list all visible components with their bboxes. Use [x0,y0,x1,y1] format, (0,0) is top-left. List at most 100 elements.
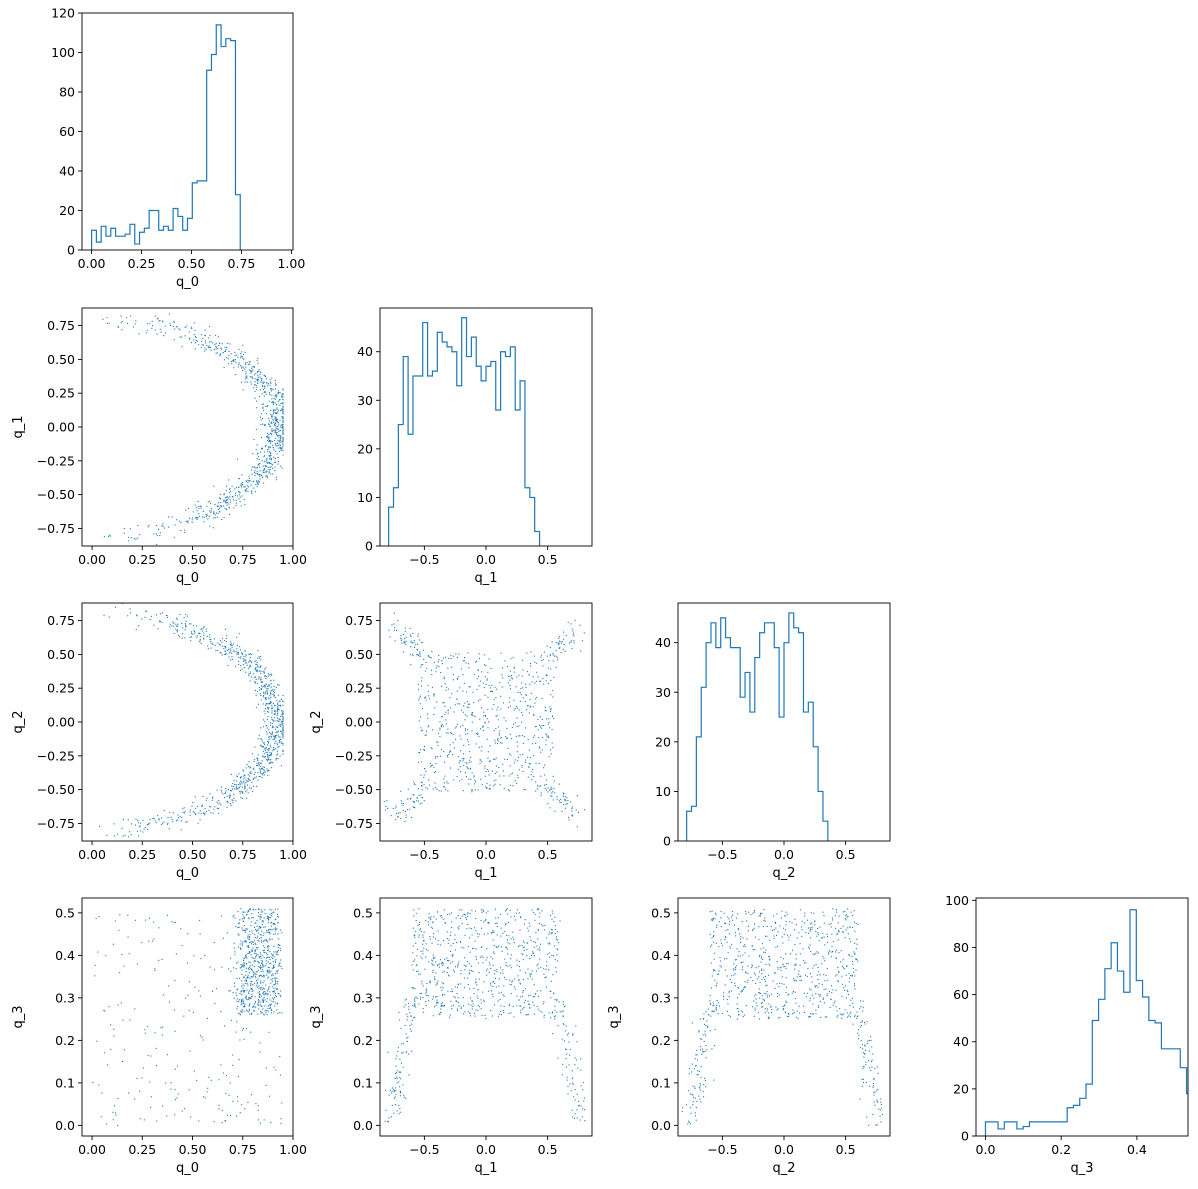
scatter-point [228,797,230,799]
scatter-point [254,746,256,748]
scatter-point [571,1077,574,1079]
scatter-point [430,918,432,921]
scatter-point [236,1115,238,1117]
scatter-point [566,1034,568,1036]
scatter-point [419,695,421,697]
scatter-point [526,948,528,950]
scatter-point [243,660,245,662]
scatter-point [268,440,271,442]
scatter-point [461,922,463,925]
scatter-point [274,418,276,420]
scatter-point [252,957,254,959]
scatter-point [257,362,259,364]
scatter-point [545,739,547,741]
scatter-point [481,746,483,748]
scatter-point [108,1006,110,1008]
scatter-point [232,916,234,918]
scatter-point [245,782,247,784]
scatter-point [259,916,262,918]
scatter-point [275,731,277,734]
scatter-point [473,947,475,949]
scatter-point [270,683,272,685]
scatter-point [541,697,543,700]
scatter-point [275,981,277,983]
scatter-point [274,710,276,712]
scatter-point [550,749,552,751]
scatter-point [487,990,489,992]
scatter-point [512,980,514,982]
scatter-point [471,721,473,723]
scatter-point [263,469,265,471]
scatter-point [271,422,273,424]
hist-q0-step-line [90,24,241,250]
scatter-point [264,425,266,427]
scatter-point [243,667,246,669]
scatter-point [385,809,387,811]
scatter-point [421,781,423,783]
scatter-point [531,909,533,911]
scatter-point [393,612,395,614]
scatter-point [185,509,187,511]
scatter-point [561,1074,563,1076]
scatter-point [204,1097,206,1099]
scatter-point [430,926,432,928]
scatter-point [479,680,481,682]
scatter-point [273,403,275,406]
scatter-point [423,658,425,660]
scatter-point [267,688,269,690]
scatter-point [277,702,279,704]
scatter-point [510,916,512,918]
scatter-point [282,417,284,419]
scatter-point [509,684,511,687]
scatter-point [270,382,272,384]
scatter-point [129,528,131,530]
scatter-point [243,770,245,772]
scatter-point [282,438,284,440]
scatter-point [531,771,533,773]
scatter-point [835,909,838,911]
scatter-point [774,972,776,974]
scatter-point [277,400,279,402]
scatter-point [269,425,271,427]
scatter-point [452,955,454,957]
scatter-point [455,726,457,728]
scatter-point [456,1000,458,1003]
scatter-point [505,720,507,722]
scatter-point [448,975,450,977]
scatter-point [550,668,552,670]
scatter-point [174,328,176,330]
scatter-point [468,667,470,669]
scatter-point [161,958,163,960]
scatter-point [259,371,261,373]
scatter-point [428,912,430,915]
scatter-point [412,1005,414,1007]
scatter-point [129,831,131,833]
scatter-point [199,638,201,641]
x-tick-label: 0.25 [128,1142,156,1157]
scatter-point [562,795,565,797]
scatter-point [404,641,406,643]
scatter-point [879,1109,881,1111]
scatter-point [575,809,577,811]
scatter-point [537,676,539,678]
scatter-point [276,412,278,414]
scatter-point [519,700,521,702]
scatter-point [841,1013,843,1015]
scatter-point [527,942,529,944]
scatter-point [252,366,254,368]
scatter-point [172,812,174,814]
scatter-point [543,683,545,685]
scatter-point [431,927,433,929]
scatter-point [563,638,565,640]
scatter-point [438,966,440,968]
scatter-point [267,769,269,771]
scatter-point [248,992,250,994]
scatter-point [547,735,550,737]
scatter-point [226,801,228,803]
scatter-point [161,817,163,819]
scatter-point [500,708,502,710]
scatter-point [475,917,477,920]
scatter-point [231,785,233,787]
scatter-point [437,940,439,942]
scatter-point [541,718,543,720]
